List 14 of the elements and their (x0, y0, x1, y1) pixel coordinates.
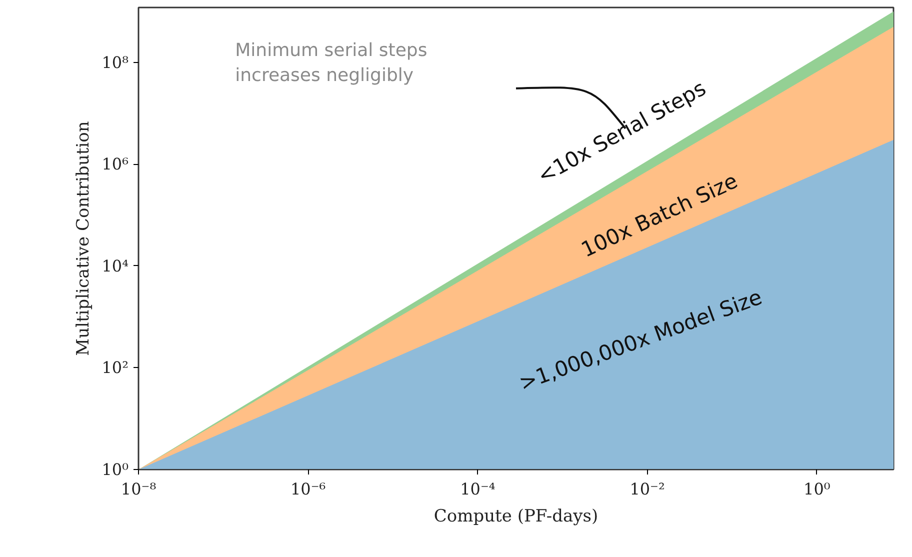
x-tick-label: 10⁻² (630, 480, 665, 498)
x-tick-label: 10⁻⁸ (120, 480, 156, 498)
y-tick-label: 10² (102, 358, 129, 378)
y-tick-label: 10⁶ (102, 154, 129, 174)
y-tick-label: 10⁴ (102, 256, 129, 276)
x-axis-title: Compute (PF-days) (434, 506, 598, 526)
y-axis-title: Multiplicative Contribution (74, 121, 94, 356)
x-tick-label: 10⁻⁴ (460, 480, 496, 498)
y-tick-label: 10⁰ (102, 460, 129, 479)
y-tick-label: 10⁸ (102, 52, 129, 72)
x-tick-label: 10⁰ (804, 480, 830, 498)
annotation: 100x Batch Size (578, 168, 742, 262)
x-tick-label: 10⁻⁶ (290, 480, 326, 498)
annotation: Minimum serial steps increases negligibly (235, 40, 428, 86)
